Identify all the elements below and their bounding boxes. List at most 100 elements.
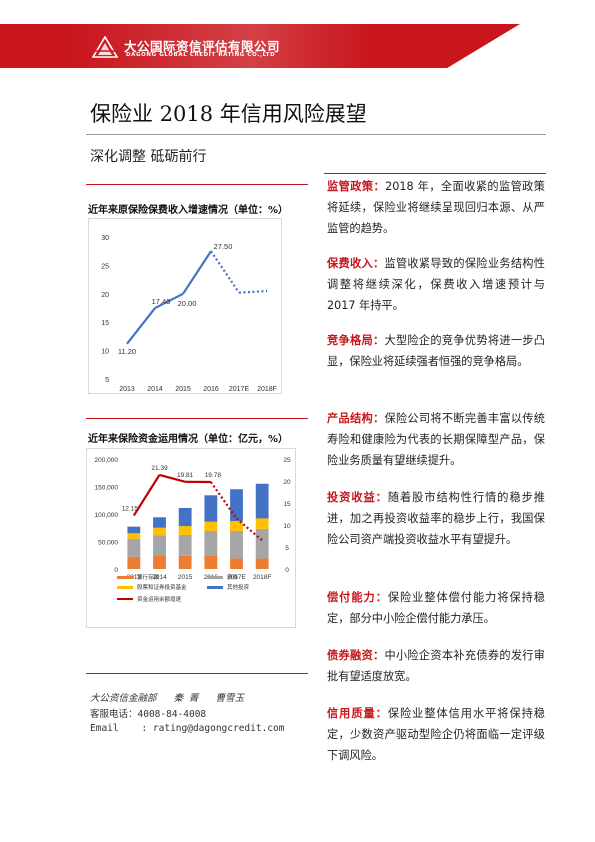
fund-usage-svg: 0 50,000 100,000 150,000 200,000 0 5 10 15 20 25 20… bbox=[95, 457, 291, 603]
section-competition: 竞争格局：大型险企的竞争优势将进一步凸显，保险业将延续强者恒强的竞争格局。 bbox=[327, 330, 545, 372]
section-key: 竞争格局： bbox=[327, 334, 385, 347]
divider bbox=[324, 173, 546, 174]
premium-growth-svg: 5 10 15 20 25 30 2013 2014 2015 2016 2017E 2018F 11.… bbox=[101, 235, 277, 393]
section-text: 保险业整体信用水平将保持稳定，少数资产驱动型险企仍将面临一定评级下调风险。 bbox=[327, 707, 545, 762]
section-bond: 债券融资：中小险企资本补充债券的发行审批有望适度放宽。 bbox=[327, 645, 545, 687]
bar-segment bbox=[230, 521, 243, 532]
bar-segment bbox=[204, 521, 218, 532]
y-tick-label: 5 bbox=[105, 377, 109, 384]
legend-label: 股票和证券投资基金 bbox=[137, 583, 187, 591]
x-tick-label: 2017E bbox=[229, 386, 250, 393]
company-name-cn: 大公国际资信评估有限公司 bbox=[124, 39, 281, 54]
bar-segment bbox=[230, 489, 243, 522]
section-regulation: 监管政策：2018 年，全面收紧的监管政策将延续，保险业将继续呈现回归本源、从严… bbox=[327, 176, 545, 239]
section-key: 产品结构： bbox=[327, 412, 385, 425]
bar-segment bbox=[204, 495, 218, 522]
bar-segment bbox=[230, 531, 243, 559]
bar-segment bbox=[178, 526, 192, 535]
section-key: 偿付能力： bbox=[327, 591, 388, 604]
bar-segment bbox=[153, 517, 166, 528]
x-tick-label: 2017E bbox=[227, 574, 246, 581]
section-credit: 信用质量：保险业整体信用水平将保持稳定，少数资产驱动型险企仍将面临一定评级下调风… bbox=[327, 703, 545, 766]
bar-segment bbox=[178, 555, 192, 569]
legend-label: 资金运用余额增速 bbox=[137, 595, 182, 603]
bar-segment bbox=[204, 531, 218, 556]
series-segment bbox=[154, 292, 184, 310]
series-segment bbox=[182, 250, 212, 295]
bar-segment bbox=[204, 555, 218, 569]
section-key: 监管政策： bbox=[327, 180, 386, 193]
fund-usage-chart: 0 50,000 100,000 150,000 200,000 0 5 10 15 20 25 20… bbox=[86, 448, 296, 628]
contact-email: Email : rating@dagongcredit.com bbox=[90, 723, 285, 734]
chart2-title: 近年来保险资金运用情况（单位：亿元，%） bbox=[88, 434, 289, 445]
growth-line-segment bbox=[235, 517, 263, 542]
series-segment bbox=[210, 250, 240, 294]
legend-swatch bbox=[117, 586, 133, 589]
bar-segment bbox=[127, 556, 141, 569]
bar-segment bbox=[127, 538, 141, 557]
series-segment bbox=[126, 307, 156, 345]
bar-segment bbox=[153, 535, 166, 556]
bar-segment bbox=[127, 533, 141, 539]
y-left-tick-label: 150,000 bbox=[95, 485, 119, 492]
section-key: 投资收益： bbox=[327, 491, 388, 504]
contact-phone: 客服电话：4008-84-4008 bbox=[90, 709, 207, 720]
line-data-label: 12.15 bbox=[122, 506, 139, 513]
legend-label: 其他投资 bbox=[227, 583, 250, 591]
section-text: 大型险企的竞争优势将进一步凸显，保险业将延续强者恒强的竞争格局。 bbox=[327, 334, 545, 368]
series-segment bbox=[238, 289, 268, 294]
section-product: 产品结构：保险公司将不断完善丰富以传统寿险和健康险为代表的长期保障型产品，保险业… bbox=[327, 408, 545, 471]
divider bbox=[86, 673, 308, 674]
data-label: 20.00 bbox=[178, 299, 197, 308]
bar-segment bbox=[127, 526, 141, 534]
section-text: 2018 年，全面收紧的监管政策将延续，保险业将继续呈现回归本源、从严监管的趋势… bbox=[327, 180, 545, 235]
section-text: 随着股市结构性行情的稳步推进，加之再投资收益率的稳步上行，我国保险公司资产端投资… bbox=[327, 491, 545, 546]
page-subtitle: 深化调整 砥砺前行 bbox=[90, 149, 207, 165]
y-right-tick-label: 5 bbox=[285, 545, 289, 552]
x-tick-label: 2014 bbox=[147, 386, 163, 393]
x-tick-label: 2013 bbox=[119, 386, 135, 393]
bar-segment bbox=[255, 528, 269, 559]
y-tick-label: 20 bbox=[101, 292, 109, 299]
growth-line-segment bbox=[209, 481, 238, 520]
x-tick-label: 2014 bbox=[152, 574, 167, 581]
y-tick-label: 30 bbox=[101, 235, 109, 242]
section-key: 债券融资： bbox=[327, 649, 385, 662]
bar-segment bbox=[153, 527, 166, 536]
section-text: 保险公司将不断完善丰富以传统寿险和健康险为代表的长期保障型产品，保险业务质量有望… bbox=[327, 412, 545, 467]
line-data-label: 19.78 bbox=[205, 472, 222, 479]
y-left-tick-label: 0 bbox=[114, 567, 118, 574]
y-right-tick-label: 20 bbox=[283, 479, 291, 486]
y-tick-label: 25 bbox=[101, 263, 109, 270]
section-key: 信用质量： bbox=[327, 707, 388, 720]
legend-swatch bbox=[117, 576, 133, 579]
bar-segment bbox=[230, 558, 243, 569]
x-tick-label: 2018F bbox=[253, 574, 271, 581]
data-label: 11.20 bbox=[118, 347, 136, 356]
divider bbox=[86, 418, 308, 419]
section-solvency: 偿付能力：保险业整体偿付能力将保持稳定，部分中小险企偿付能力承压。 bbox=[327, 587, 545, 629]
y-left-tick-label: 50,000 bbox=[98, 540, 118, 547]
title-divider bbox=[86, 134, 546, 135]
bar-segment bbox=[178, 507, 192, 527]
section-text: 监管收紧导致的保险业务结构性调整将继续深化，保费收入增速预计与 2017 年持平… bbox=[327, 257, 545, 312]
contact-authors: 大公资信金融部 秦 菁 曹雪玉 bbox=[90, 693, 245, 704]
y-right-tick-label: 0 bbox=[285, 567, 289, 574]
x-tick-label: 2013 bbox=[127, 574, 142, 581]
x-tick-label: 2016 bbox=[203, 386, 219, 393]
legend-label: 债券 bbox=[227, 573, 239, 581]
y-right-tick-label: 15 bbox=[283, 501, 291, 508]
section-key: 保费收入： bbox=[327, 257, 385, 270]
section-investment: 投资收益：随着股市结构性行情的稳步推进，加之再投资收益率的稳步上行，我国保险公司… bbox=[327, 487, 545, 550]
y-tick-label: 10 bbox=[101, 349, 109, 356]
divider bbox=[86, 184, 308, 185]
banner-red-band bbox=[0, 24, 520, 68]
section-text: 保险业整体偿付能力将保持稳定，部分中小险企偿付能力承压。 bbox=[327, 591, 545, 625]
x-tick-label: 2018F bbox=[257, 386, 277, 393]
section-premium: 保费收入：监管收紧导致的保险业务结构性调整将继续深化，保费收入增速预计与 201… bbox=[327, 253, 545, 316]
x-tick-label: 2015 bbox=[175, 386, 191, 393]
chart1-title: 近年来原保险保费收入增速情况（单位：%） bbox=[88, 205, 289, 216]
x-tick-label: 2015 bbox=[178, 574, 193, 581]
premium-growth-chart: 5 10 15 20 25 30 2013 2014 2015 2016 2017E 2018F 11.… bbox=[88, 218, 282, 394]
line-data-label: 21.39 bbox=[151, 465, 168, 472]
